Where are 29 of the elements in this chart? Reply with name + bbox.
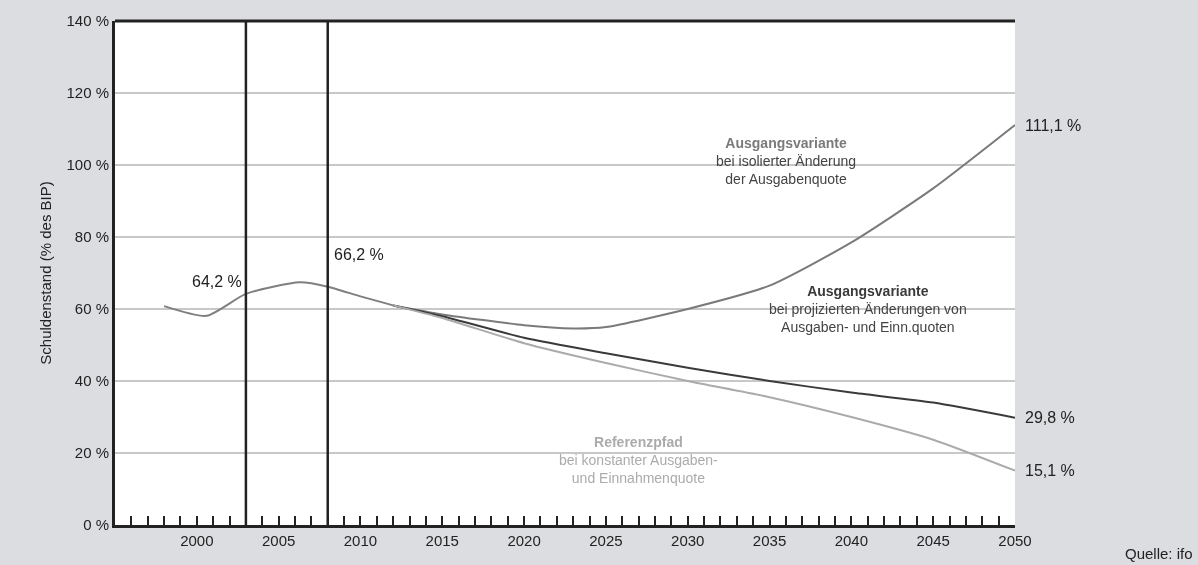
x-tick-label: 2030 bbox=[671, 532, 705, 549]
y-tick-label: 60 % bbox=[74, 300, 109, 318]
y-tick-label: 0 % bbox=[83, 516, 109, 534]
x-tick-label: 2035 bbox=[752, 532, 787, 549]
annotation: 64,2 % bbox=[192, 273, 242, 290]
y-tick-label: 20 % bbox=[74, 444, 109, 462]
text: Ausgangsvariante bei isolierter Änderung der Ausgabenquote bbox=[716, 135, 857, 188]
annotation: 15,1 % bbox=[1025, 462, 1075, 479]
annotation: 66,2 % bbox=[334, 246, 384, 263]
text: Referenzpfad bei konstanter Ausgaben- und Einnahmenquote bbox=[559, 434, 719, 487]
y-tick-label: 40 % bbox=[74, 372, 109, 390]
y-tick-label: 140 % bbox=[66, 12, 109, 30]
x-tick-label: 2025 bbox=[589, 532, 623, 549]
x-tick-label: 2040 bbox=[834, 532, 869, 549]
x-tick-label: 2045 bbox=[916, 532, 950, 549]
x-tick-label: 2010 bbox=[343, 532, 378, 549]
annotation: 29,8 % bbox=[1025, 409, 1075, 426]
x-tick-label: 2000 bbox=[180, 532, 214, 549]
y-tick-label: 120 % bbox=[66, 84, 109, 102]
y-tick-label: 80 % bbox=[74, 228, 109, 246]
x-tick-label: 2020 bbox=[507, 532, 541, 549]
x-tick-label: 2050 bbox=[998, 532, 1032, 549]
x-tick-label: 2015 bbox=[425, 532, 459, 549]
y-tick-label: 100 % bbox=[66, 156, 109, 174]
text: Ausgangsvariante bei projizierten Änderungen von Ausgaben- und Einn.quoten bbox=[769, 283, 967, 336]
source-note: Quelle: ifo bbox=[1125, 545, 1193, 562]
y-axis-title: Schuldenstand (% des BIP) bbox=[36, 181, 54, 365]
annotation: 111,1 % bbox=[1025, 117, 1082, 134]
x-tick-label: 2005 bbox=[261, 532, 296, 549]
